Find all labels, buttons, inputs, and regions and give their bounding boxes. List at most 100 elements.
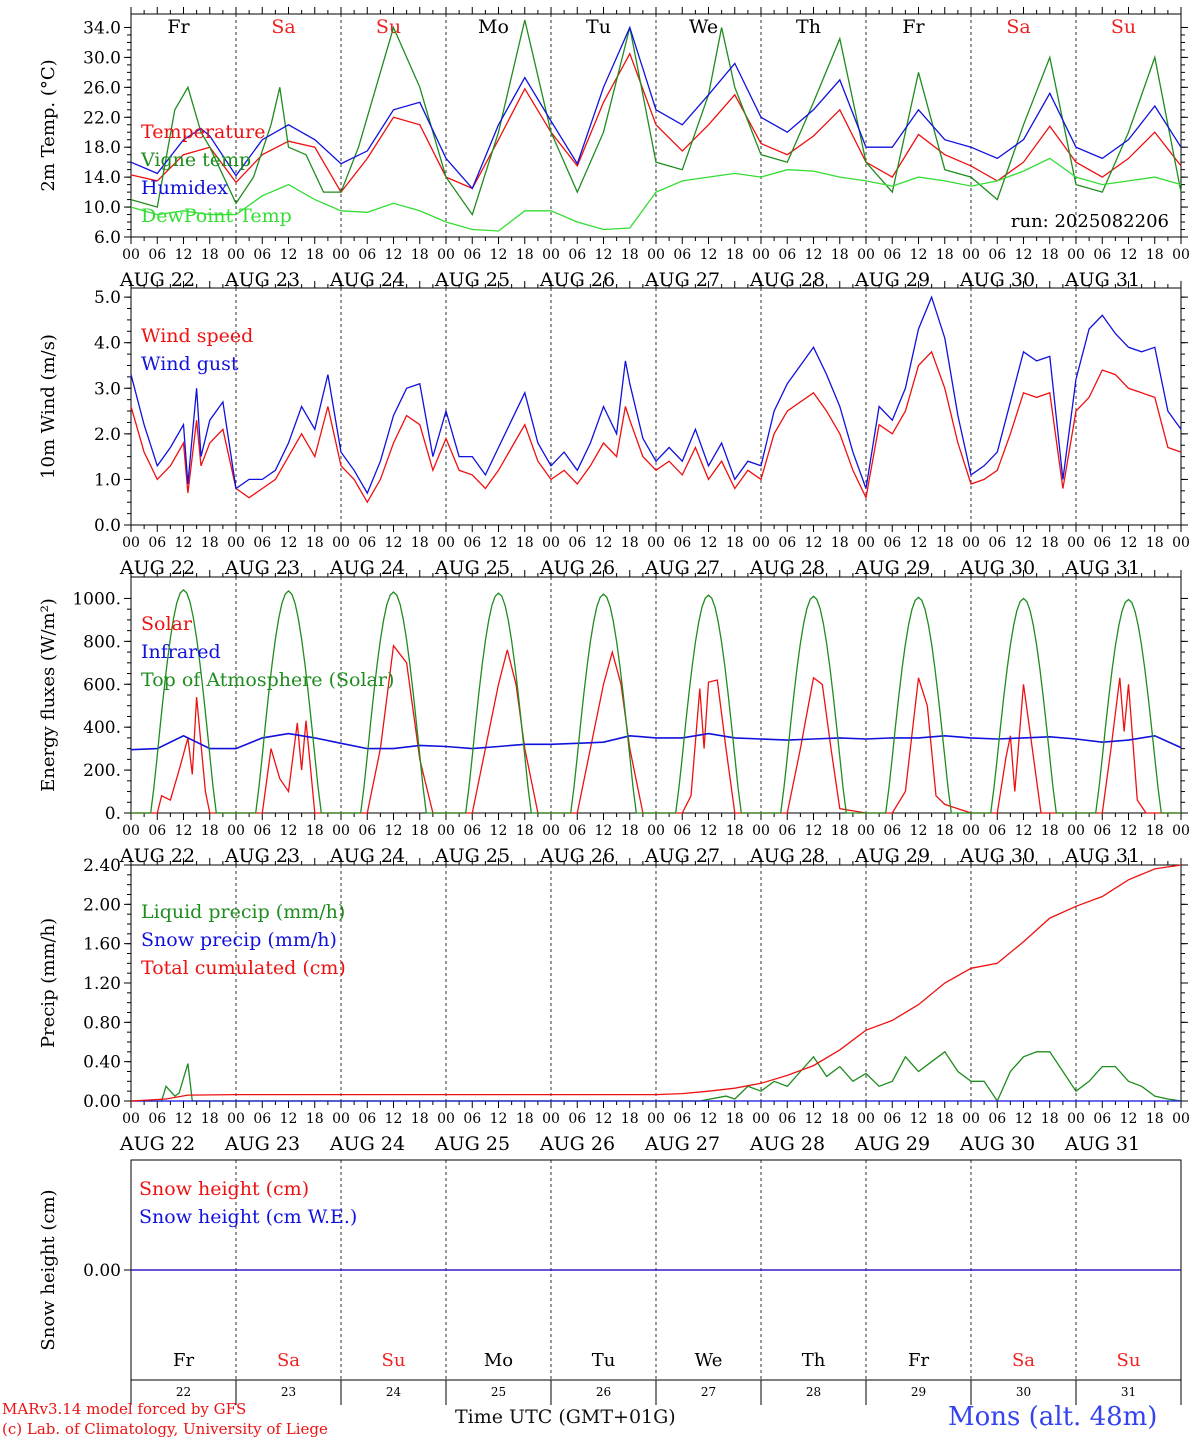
hour-label: 00 [1172,1111,1190,1127]
series-line [130,732,1182,751]
weekday-label: Su [1111,16,1136,38]
hour-label: 12 [700,535,718,551]
legend-entry: Humidex [141,177,228,199]
hour-label: 06 [883,247,901,263]
hour-label: 06 [988,535,1006,551]
hour-label: 18 [516,535,534,551]
hour-label: 18 [516,1111,534,1127]
hour-label: 12 [910,535,928,551]
hour-label: 18 [411,1111,429,1127]
weekday-label: Su [382,1350,406,1371]
day-number-label: 22 [176,1385,191,1399]
hour-label: 18 [621,535,639,551]
hour-label: 00 [647,247,665,263]
weekday-label: Fr [902,16,925,38]
hour-label: 06 [253,823,271,839]
hour-label: 00 [857,247,875,263]
hour-label: 06 [568,535,586,551]
hour-label: 00 [752,1111,770,1127]
hour-label: 00 [752,247,770,263]
series-line [130,864,1182,1102]
hour-label: 06 [358,535,376,551]
hour-label: 18 [1041,1111,1059,1127]
hour-label: 06 [673,535,691,551]
hour-label: 06 [148,1111,166,1127]
y-tick-label: 22.0 [83,108,121,128]
hour-label: 06 [463,535,481,551]
hour-label: 00 [332,247,350,263]
weekday-label: Sa [1012,1350,1035,1371]
hour-label: 12 [595,247,613,263]
hour-label: 00 [962,823,980,839]
hour-label: 06 [148,247,166,263]
hour-label: 18 [1146,247,1164,263]
hour-label: 06 [988,1111,1006,1127]
hour-label: 06 [778,1111,796,1127]
y-tick-label: 2.0 [94,425,121,445]
hour-label: 18 [621,247,639,263]
hour-label: 06 [1093,247,1111,263]
hour-label: 18 [831,1111,849,1127]
hour-label: 12 [1120,823,1138,839]
y-axis-title: 2m Temp. (°C) [38,59,59,191]
hour-label: 06 [568,823,586,839]
hour-label: 06 [358,247,376,263]
date-label: AUG 23 [224,557,300,579]
hour-label: 18 [306,1111,324,1127]
legend-entry: Snow height (cm) [139,1178,309,1200]
date-label: AUG 30 [959,1133,1035,1155]
y-tick-label: 1.20 [83,974,121,994]
hour-label: 12 [910,1111,928,1127]
hour-label: 00 [542,823,560,839]
date-label: AUG 24 [329,269,405,291]
hour-label: 12 [805,535,823,551]
date-label: AUG 31 [1064,269,1140,291]
hour-label: 00 [437,535,455,551]
hour-label: 18 [1146,535,1164,551]
hour-label: 00 [1067,535,1085,551]
legend-entry: Temperature [141,121,265,143]
y-tick-label: 400. [83,718,121,738]
hour-label: 18 [201,823,219,839]
hour-label: 06 [988,823,1006,839]
hour-label: 12 [280,535,298,551]
hour-label: 06 [778,247,796,263]
hour-label: 18 [831,823,849,839]
hour-label: 18 [621,1111,639,1127]
date-label: AUG 28 [749,1133,825,1155]
date-label: AUG 24 [329,845,405,867]
hour-label: 12 [280,247,298,263]
hour-label: 06 [148,823,166,839]
legend-entry: Vigne temp [140,149,251,171]
y-tick-label: 6.0 [94,228,121,248]
hour-label: 00 [1067,823,1085,839]
hour-label: 06 [1093,535,1111,551]
series-line [131,589,1181,814]
day-number-label: 25 [491,1385,506,1399]
weekday-label: Sa [1006,16,1030,38]
weekday-label: Sa [277,1350,300,1371]
series-line [131,644,1181,814]
weekday-label: Su [1117,1350,1141,1371]
date-label: AUG 27 [644,1133,720,1155]
y-axis-title: Precip (mm/h) [38,918,59,1048]
series-line [130,295,1182,495]
y-tick-label: 2.00 [83,895,121,915]
hour-label: 12 [805,1111,823,1127]
date-label: AUG 22 [119,1133,195,1155]
hour-label: 18 [1146,823,1164,839]
weekday-label: Fr [167,16,190,38]
hour-label: 06 [673,823,691,839]
hour-label: 18 [1041,247,1059,263]
y-tick-label: 600. [83,675,121,695]
hour-label: 06 [673,247,691,263]
day-number-label: 31 [1121,1385,1136,1399]
hour-label: 12 [175,535,193,551]
y-tick-label: 30.0 [83,48,121,68]
weekday-label: Th [796,16,821,38]
date-label: AUG 30 [959,557,1035,579]
hour-label: 12 [1120,247,1138,263]
day-number-label: 26 [596,1385,611,1399]
hour-label: 12 [805,823,823,839]
day-number-label: 27 [701,1385,716,1399]
